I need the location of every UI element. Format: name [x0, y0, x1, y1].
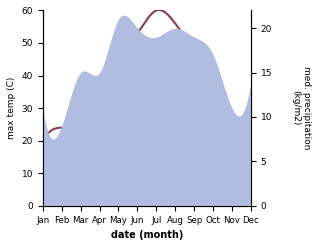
Y-axis label: max temp (C): max temp (C)	[7, 77, 16, 139]
X-axis label: date (month): date (month)	[111, 230, 183, 240]
Y-axis label: med. precipitation
(kg/m2): med. precipitation (kg/m2)	[292, 66, 311, 150]
